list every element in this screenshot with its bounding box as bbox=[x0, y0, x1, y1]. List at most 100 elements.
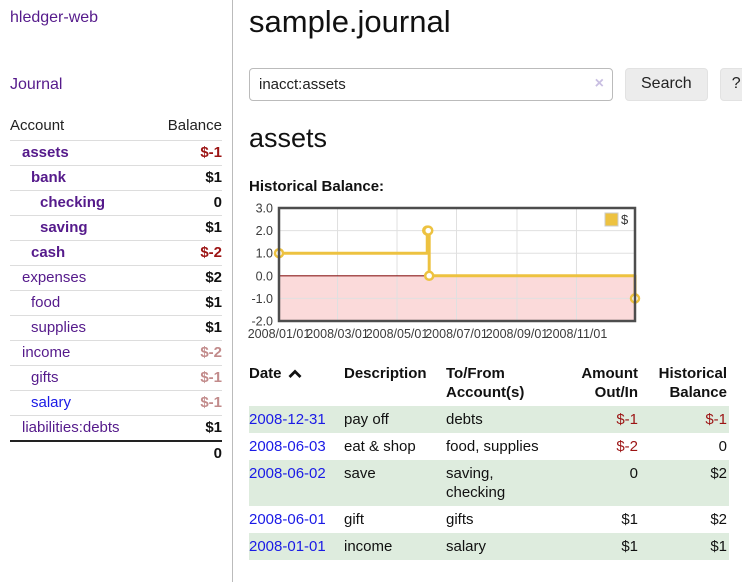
transaction-balance: $2 bbox=[710, 511, 727, 528]
account-heading: assets bbox=[249, 123, 328, 153]
svg-text:-1.0: -1.0 bbox=[251, 292, 273, 306]
sidebar-item-journal[interactable]: Journal bbox=[10, 76, 63, 93]
account-row: expenses $2 bbox=[10, 265, 222, 291]
accounts-table: Account Balance assets $-1 bank $1 check… bbox=[10, 114, 222, 466]
register-header-date[interactable]: Date bbox=[249, 362, 344, 406]
search-button[interactable]: Search bbox=[625, 67, 708, 101]
transaction-accounts: debts bbox=[446, 411, 483, 428]
account-link[interactable]: expenses bbox=[22, 269, 87, 286]
account-link[interactable]: supplies bbox=[31, 319, 87, 336]
register-header-balance: Historical Balance bbox=[658, 365, 727, 401]
accounts-total-value: 0 bbox=[213, 445, 222, 462]
account-link[interactable]: food bbox=[31, 294, 61, 311]
account-row: checking 0 bbox=[10, 190, 222, 216]
account-row: gifts $-1 bbox=[10, 365, 222, 391]
account-row: liabilities:debts $1 bbox=[10, 415, 222, 442]
transaction-description: gift bbox=[344, 511, 365, 528]
transaction-date-link[interactable]: 2008-06-03 bbox=[249, 438, 326, 455]
account-link[interactable]: cash bbox=[31, 244, 66, 261]
accounts-total-row: 0 bbox=[10, 441, 222, 466]
account-row: income $-2 bbox=[10, 340, 222, 366]
account-row: saving $1 bbox=[10, 215, 222, 241]
historical-balance-chart-svg: $3.0 2.0 1.0 0.0 -1.0 -2.02008/01/012008/03/0… bbox=[248, 202, 641, 341]
register-header-accounts: To/From Account(s) bbox=[446, 365, 525, 401]
transaction-accounts: food, supplies bbox=[446, 438, 539, 455]
account-link[interactable]: checking bbox=[40, 194, 106, 211]
register-row: 2008-01-01 income salary $1 $1 bbox=[249, 533, 729, 560]
register-table-body: 2008-12-31 pay off debts $-1 $-1 2008-06… bbox=[249, 406, 729, 560]
account-link[interactable]: bank bbox=[31, 169, 67, 186]
accounts-header-account: Account bbox=[10, 117, 65, 134]
transaction-accounts: saving, checking bbox=[446, 465, 506, 501]
transaction-amount: $-1 bbox=[616, 411, 638, 428]
account-balance: $1 bbox=[205, 294, 222, 311]
transaction-amount: 0 bbox=[629, 465, 638, 482]
legend-swatch bbox=[604, 212, 619, 227]
transaction-description: eat & shop bbox=[344, 438, 416, 455]
register-header-amount: Amount Out/In bbox=[581, 365, 638, 401]
help-button[interactable]: ? bbox=[719, 67, 742, 101]
transaction-accounts: gifts bbox=[446, 511, 474, 528]
account-row: supplies $1 bbox=[10, 315, 222, 341]
account-link[interactable]: income bbox=[22, 344, 71, 361]
account-link[interactable]: assets bbox=[22, 144, 69, 161]
clear-search-icon[interactable]: × bbox=[594, 74, 604, 92]
search-input[interactable] bbox=[249, 67, 613, 101]
account-row: assets $-1 bbox=[10, 140, 222, 166]
transaction-amount: $1 bbox=[621, 511, 638, 528]
transaction-balance: 0 bbox=[718, 438, 727, 455]
account-balance: $-2 bbox=[200, 244, 222, 261]
transaction-date-link[interactable]: 2008-06-01 bbox=[249, 511, 326, 528]
transaction-amount: $-2 bbox=[616, 438, 638, 455]
svg-text:2008/09/01: 2008/09/01 bbox=[486, 327, 549, 341]
sort-ascending-icon bbox=[288, 369, 302, 378]
transaction-balance: $2 bbox=[710, 465, 727, 482]
svg-text:2008/03/01: 2008/03/01 bbox=[306, 327, 369, 341]
account-row: food $1 bbox=[10, 290, 222, 316]
account-balance: $1 bbox=[205, 319, 222, 336]
transaction-accounts: salary bbox=[446, 538, 487, 555]
legend-label: $ bbox=[621, 212, 629, 227]
svg-text:0.0: 0.0 bbox=[256, 269, 273, 283]
register-row: 2008-06-02 save saving, checking 0 $2 bbox=[249, 460, 729, 506]
account-row: bank $1 bbox=[10, 165, 222, 191]
transaction-date-link[interactable]: 2008-06-02 bbox=[249, 465, 326, 482]
account-link[interactable]: saving bbox=[40, 219, 88, 236]
historical-balance-chart: $3.0 2.0 1.0 0.0 -1.0 -2.0 2008/01/01 2008/03/0… bbox=[248, 202, 649, 345]
transaction-date-link[interactable]: 2008-12-31 bbox=[249, 411, 326, 428]
account-link[interactable]: gifts bbox=[31, 369, 59, 386]
account-balance: $1 bbox=[205, 419, 222, 436]
account-balance: $-1 bbox=[200, 369, 222, 386]
register-row: 2008-12-31 pay off debts $-1 $-1 bbox=[249, 406, 729, 433]
account-balance: $1 bbox=[205, 169, 222, 186]
account-balance: $-1 bbox=[200, 144, 222, 161]
accounts-header-balance: Balance bbox=[167, 117, 222, 134]
account-link[interactable]: liabilities:debts bbox=[22, 419, 120, 436]
account-row: cash $-2 bbox=[10, 240, 222, 266]
svg-text:3.0: 3.0 bbox=[256, 202, 273, 216]
transaction-description: income bbox=[344, 538, 393, 555]
sidebar-nav: Journal bbox=[10, 76, 232, 94]
transaction-balance: $1 bbox=[710, 538, 727, 555]
accounts-header-row: Account Balance bbox=[10, 114, 222, 141]
account-balance: $-2 bbox=[200, 344, 222, 361]
transaction-description: save bbox=[344, 465, 376, 482]
accounts-total-spacer bbox=[10, 441, 152, 466]
register-row: 2008-06-03 eat & shop food, supplies $-2… bbox=[249, 433, 729, 460]
sidebar: hledger-web Journal Account Balance asse… bbox=[0, 0, 233, 582]
svg-text:2.0: 2.0 bbox=[256, 224, 273, 238]
register-row: 2008-06-01 gift gifts $1 $2 bbox=[249, 506, 729, 533]
account-balance: $1 bbox=[205, 219, 222, 236]
account-link[interactable]: salary bbox=[31, 394, 72, 411]
register-header-description: Description bbox=[344, 365, 427, 382]
app-brand-link[interactable]: hledger-web bbox=[10, 9, 99, 26]
register-table: Date Description To/From Account(s) Amou… bbox=[249, 362, 729, 560]
account-balance: $-1 bbox=[200, 394, 222, 411]
svg-text:2008/11/01: 2008/11/01 bbox=[546, 327, 608, 341]
search-row: × Search ? bbox=[249, 67, 742, 101]
transaction-balance: $-1 bbox=[705, 411, 727, 428]
search-box: × bbox=[249, 67, 613, 101]
svg-text:1.0: 1.0 bbox=[256, 247, 273, 261]
transaction-date-link[interactable]: 2008-01-01 bbox=[249, 538, 326, 555]
